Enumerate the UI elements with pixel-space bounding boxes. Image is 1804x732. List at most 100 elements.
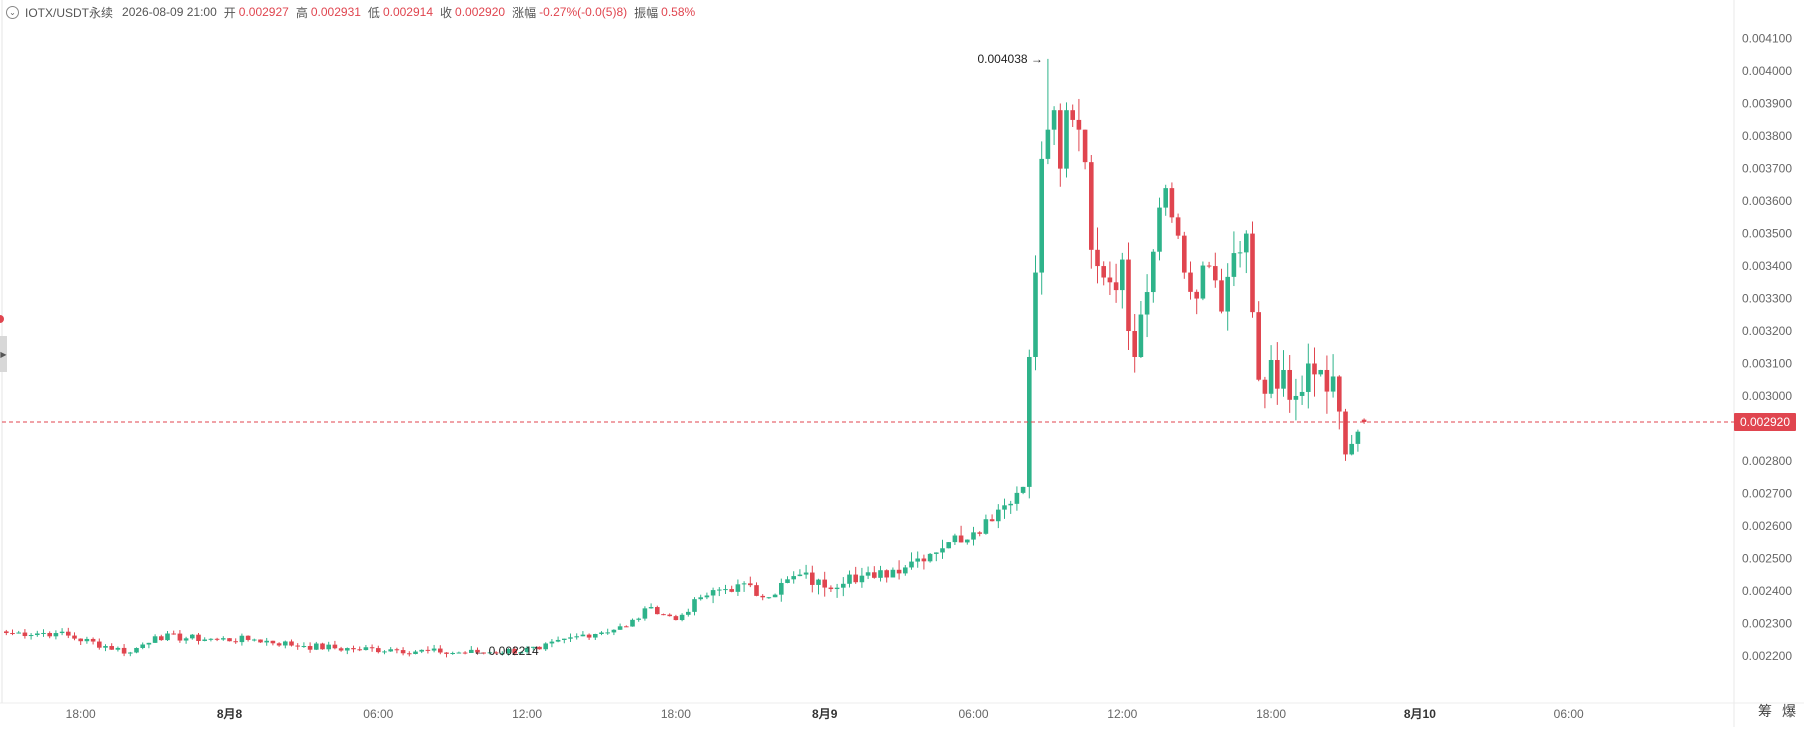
candle [822, 571, 827, 597]
chip-distribution-button[interactable]: 筹 [1758, 703, 1772, 719]
candle [940, 539, 945, 559]
candle [611, 629, 617, 636]
candle [692, 597, 697, 616]
x-tick-label: 06:00 [958, 707, 988, 721]
min-price-label: ← 0.002214 [473, 644, 539, 658]
y-tick-label: 0.003300 [1742, 292, 1792, 306]
candle-body [1182, 235, 1187, 273]
candle [1089, 154, 1094, 269]
candle-body [1039, 158, 1044, 273]
close-label: 收 [440, 5, 453, 20]
candle-body [636, 618, 641, 620]
candle-body [741, 583, 747, 585]
candle-body [10, 633, 15, 635]
candle [977, 531, 982, 537]
candle-body [1027, 356, 1032, 487]
candle [524, 645, 530, 654]
candle [1095, 227, 1100, 284]
candle-body [1281, 369, 1286, 389]
candle-body [407, 653, 412, 655]
candle-body [611, 629, 617, 633]
candle-body [78, 638, 83, 642]
candle-body [326, 644, 331, 650]
candle-body [369, 647, 375, 649]
candle [357, 646, 362, 652]
candle [1318, 369, 1323, 377]
candle [332, 640, 338, 650]
x-tick-label: 12:00 [512, 707, 542, 721]
candle [1250, 221, 1255, 318]
candle [320, 642, 325, 650]
candle-body [59, 631, 65, 634]
candle-body [624, 626, 629, 628]
candle [1020, 486, 1026, 495]
candle-body [165, 633, 170, 641]
candle-body [1293, 395, 1299, 400]
candle [146, 642, 152, 649]
candle [512, 646, 517, 656]
expand-sidebar-tab[interactable]: ▶ [0, 336, 7, 372]
candle [500, 651, 505, 656]
candle-body [4, 631, 9, 634]
candle-body [388, 649, 393, 652]
candle-body [1194, 291, 1199, 299]
candle-body [456, 652, 462, 654]
candle [853, 566, 858, 584]
candle-body [320, 643, 325, 650]
candle-body [363, 647, 369, 651]
candle [84, 636, 90, 644]
y-tick-label: 0.002200 [1742, 649, 1792, 663]
chevron-right-icon: ▶ [0, 349, 7, 359]
candle [1355, 429, 1361, 452]
amplitude-value: 0.58% [661, 5, 696, 19]
candle [221, 636, 226, 641]
candle-body [233, 641, 238, 643]
candle-body [952, 535, 958, 543]
corner-toolbar: 筹 爆 [1758, 701, 1796, 721]
y-tick-label: 0.003400 [1742, 259, 1792, 273]
candle-body [506, 648, 511, 654]
candle [239, 633, 245, 646]
candle [741, 581, 747, 592]
candle [580, 631, 586, 637]
candle-body [227, 638, 232, 642]
candle-body [946, 542, 951, 549]
candle-body [828, 587, 834, 590]
candle-body [673, 616, 679, 621]
candle [834, 583, 840, 598]
candle-body [810, 572, 815, 585]
candle [673, 614, 679, 621]
candle-body [599, 632, 604, 634]
candle [568, 633, 573, 642]
candle [1361, 418, 1367, 424]
candle [791, 571, 796, 584]
candle-body [1256, 312, 1261, 380]
low-value: 0.002914 [382, 5, 433, 19]
candle [593, 633, 598, 641]
price-axis[interactable]: 0.002200 0.002300 0.002400 0.002500 0.002600… [1733, 0, 1792, 727]
candle [1163, 184, 1168, 216]
candle [779, 578, 784, 602]
max-price-label: 0.004038 → [978, 52, 1043, 66]
candle [326, 641, 331, 652]
candle [1126, 242, 1131, 351]
candle [493, 651, 499, 655]
candle-body [890, 569, 896, 578]
liquidation-button[interactable]: 爆 [1782, 703, 1796, 719]
candle [1194, 289, 1199, 315]
collapse-legend-icon[interactable]: ⌄ [6, 5, 19, 19]
candle-body [53, 633, 59, 637]
candle [252, 638, 257, 642]
low-label: 低 [367, 5, 380, 20]
candle [1244, 230, 1249, 274]
candle [896, 560, 902, 580]
candle [413, 650, 418, 655]
candle-body [1089, 162, 1094, 250]
candle-body [834, 587, 840, 590]
last-price-label: 0.002920 [1740, 415, 1790, 429]
candle-body [1175, 217, 1181, 236]
amplitude-label: 振幅 [634, 5, 659, 20]
